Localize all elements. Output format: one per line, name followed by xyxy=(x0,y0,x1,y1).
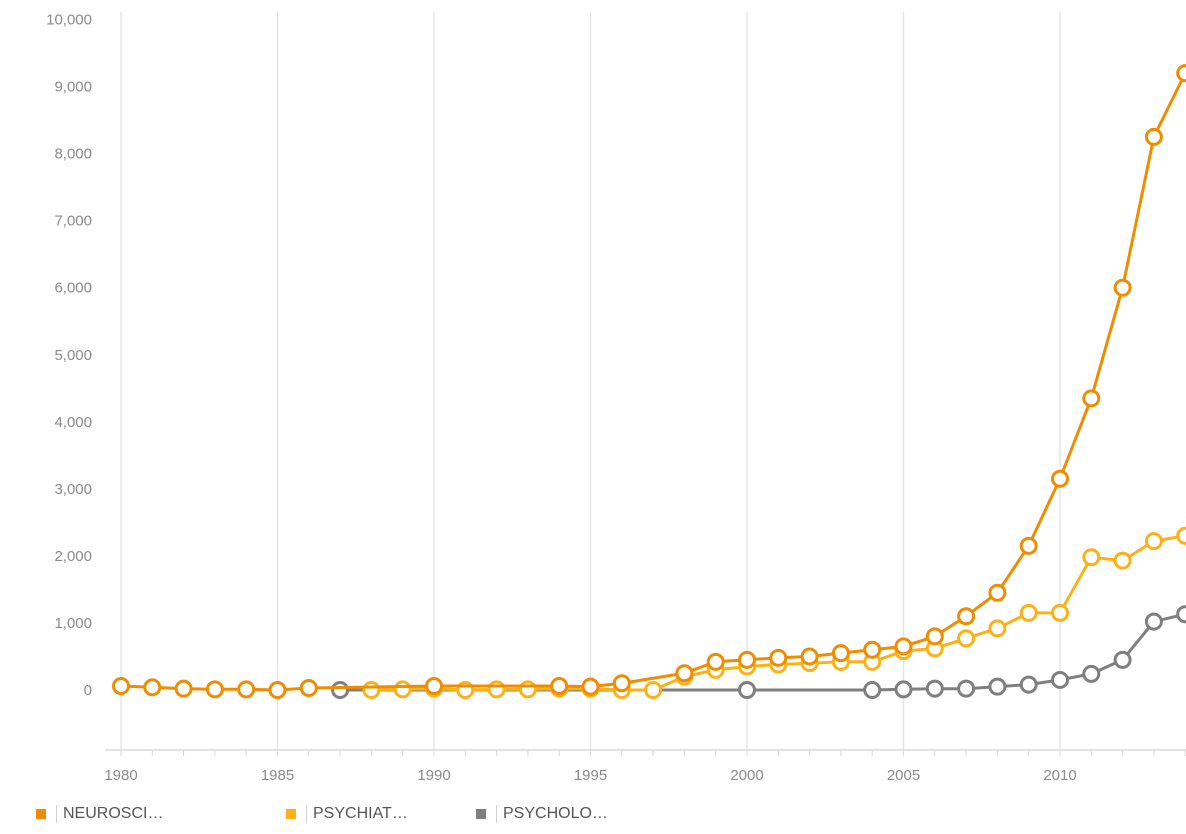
legend: NEUROSCI… PSYCHIAT… PSYCHOLO… xyxy=(36,805,648,823)
data-point[interactable] xyxy=(894,637,913,656)
data-point[interactable] xyxy=(957,607,976,626)
data-point[interactable] xyxy=(393,680,412,699)
x-tick-label: 2000 xyxy=(730,767,763,784)
tick-labels: 1980 1985 1990 1995 2000 2005 2010 0 1,000 2,000 3… xyxy=(46,12,1077,785)
data-point[interactable] xyxy=(1019,603,1038,622)
y-tick-label: 1,000 xyxy=(54,615,92,632)
y-tick-label: 9,000 xyxy=(54,79,92,96)
data-point[interactable] xyxy=(863,640,882,659)
legend-item-neurosci[interactable]: NEUROSCI… xyxy=(36,805,246,823)
data-point[interactable] xyxy=(1019,675,1038,694)
y-tick-label: 0 xyxy=(84,682,92,699)
data-point[interactable] xyxy=(1082,664,1101,683)
x-tick-label: 2010 xyxy=(1043,767,1076,784)
y-tick-label: 2,000 xyxy=(54,548,92,565)
data-point[interactable] xyxy=(831,644,850,663)
data-point[interactable] xyxy=(1144,612,1163,631)
data-point[interactable] xyxy=(518,680,537,699)
legend-swatch-neurosci xyxy=(36,809,46,819)
data-point[interactable] xyxy=(1113,551,1132,570)
y-tick-label: 4,000 xyxy=(54,414,92,431)
gridlines xyxy=(120,12,1061,750)
data-point[interactable] xyxy=(1051,603,1069,622)
data-point[interactable] xyxy=(800,647,819,666)
series-line xyxy=(120,72,1186,692)
data-point[interactable] xyxy=(644,681,663,699)
data-point[interactable] xyxy=(487,680,506,699)
y-tick-label: 3,000 xyxy=(54,481,92,498)
data-point[interactable] xyxy=(362,681,381,699)
data-point[interactable] xyxy=(675,664,694,683)
data-point[interactable] xyxy=(925,679,944,698)
x-tick-label: 1995 xyxy=(574,767,607,784)
data-point[interactable] xyxy=(331,681,350,699)
data-point[interactable] xyxy=(988,677,1007,696)
data-point[interactable] xyxy=(1113,278,1132,297)
data-point[interactable] xyxy=(174,679,193,698)
data-point[interactable] xyxy=(925,627,944,646)
data-point[interactable] xyxy=(268,681,287,699)
data-point[interactable] xyxy=(769,648,788,667)
legend-item-psychiat[interactable]: PSYCHIAT… xyxy=(286,805,436,823)
data-point[interactable] xyxy=(1051,670,1069,689)
data-point[interactable] xyxy=(738,681,756,699)
data-point[interactable] xyxy=(1051,469,1069,488)
legend-swatch-psychiat xyxy=(286,809,296,819)
data-point[interactable] xyxy=(612,674,631,693)
legend-divider xyxy=(496,805,497,823)
data-point[interactable] xyxy=(957,629,976,648)
x-tick-label: 1980 xyxy=(104,767,137,784)
data-point[interactable] xyxy=(1176,526,1186,545)
data-point[interactable] xyxy=(988,583,1007,602)
axes xyxy=(105,749,1186,756)
data-point[interactable] xyxy=(1144,127,1163,146)
legend-divider xyxy=(306,805,307,823)
data-point[interactable] xyxy=(738,650,756,669)
y-tick-label: 7,000 xyxy=(54,213,92,230)
data-point[interactable] xyxy=(1144,532,1163,551)
data-point[interactable] xyxy=(550,676,569,695)
legend-label-psychiat: PSYCHIAT… xyxy=(313,805,408,822)
x-tick-label: 1985 xyxy=(261,767,294,784)
data-point[interactable] xyxy=(237,680,256,699)
data-point[interactable] xyxy=(894,680,913,699)
legend-item-psycholo[interactable]: PSYCHOLO… xyxy=(476,805,608,823)
series-lines xyxy=(112,64,1186,699)
data-point[interactable] xyxy=(1113,650,1132,669)
legend-label-neurosci: NEUROSCI… xyxy=(63,805,164,822)
y-tick-label: 6,000 xyxy=(54,280,92,297)
legend-swatch-psycholo xyxy=(476,809,486,819)
data-point[interactable] xyxy=(1176,64,1186,83)
line-chart: 1980 1985 1990 1995 2000 2005 2010 0 1,000 2,000 3… xyxy=(46,12,1186,785)
data-point[interactable] xyxy=(299,678,318,697)
data-point[interactable] xyxy=(425,676,443,695)
y-tick-label: 5,000 xyxy=(54,347,92,364)
data-point[interactable] xyxy=(957,679,976,698)
data-point[interactable] xyxy=(988,619,1007,638)
data-point[interactable] xyxy=(1176,605,1186,624)
data-point[interactable] xyxy=(112,676,130,695)
data-point[interactable] xyxy=(143,678,162,697)
data-point[interactable] xyxy=(1082,548,1101,567)
data-point[interactable] xyxy=(205,680,224,699)
y-tick-label: 8,000 xyxy=(54,146,92,163)
y-tick-label: 10,000 xyxy=(46,12,92,29)
data-point[interactable] xyxy=(1019,536,1038,555)
legend-divider xyxy=(56,805,57,823)
x-tick-label: 1990 xyxy=(417,767,450,784)
legend-label-psycholo: PSYCHOLO… xyxy=(503,805,608,822)
x-tick-label: 2005 xyxy=(887,767,920,784)
data-point[interactable] xyxy=(706,652,725,671)
data-point[interactable] xyxy=(1082,389,1101,408)
data-point[interactable] xyxy=(863,681,882,699)
data-point[interactable] xyxy=(581,677,600,696)
series-0 xyxy=(112,64,1186,699)
